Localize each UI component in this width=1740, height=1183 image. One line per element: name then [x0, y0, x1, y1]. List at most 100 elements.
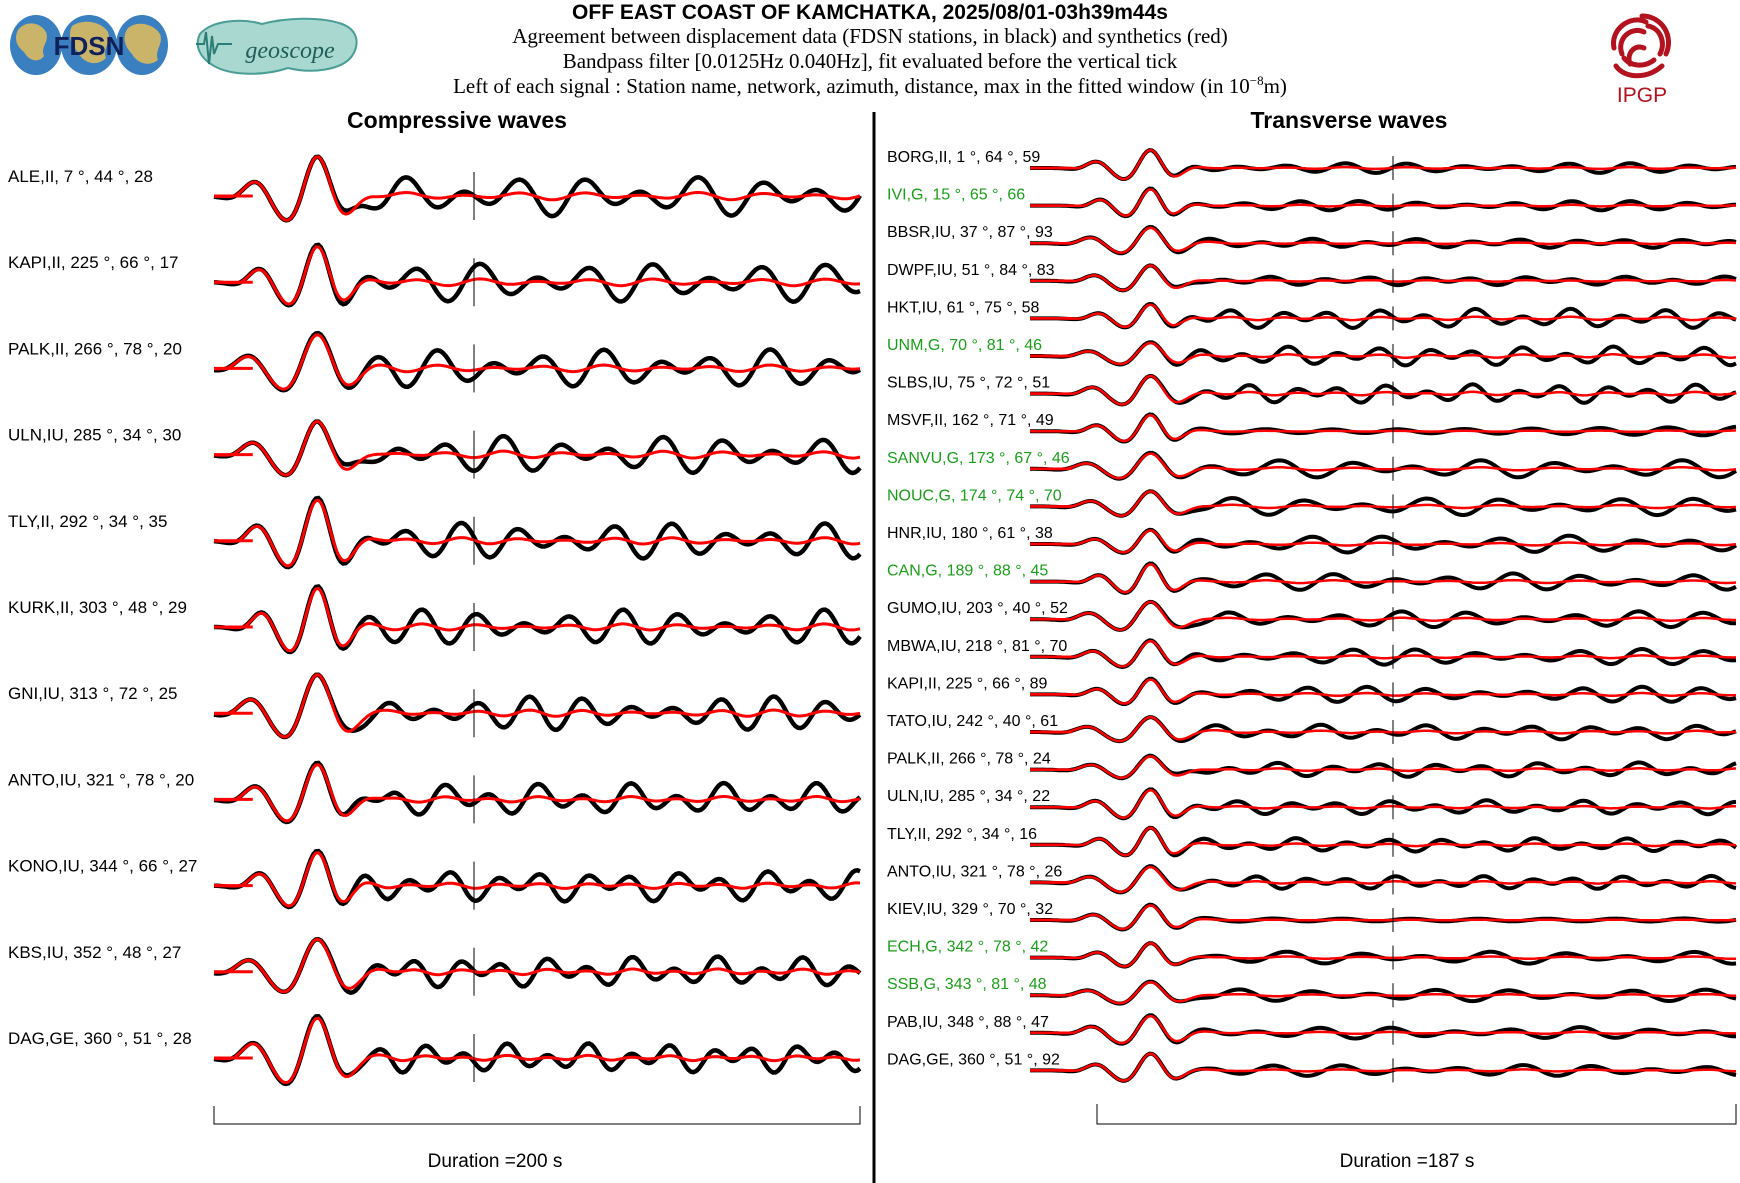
data-trace	[1030, 941, 1737, 969]
synthetic-trace	[213, 498, 861, 568]
synthetic-trace	[214, 333, 861, 391]
subtitle-agreement: Agreement between displacement data (FDS…	[512, 24, 1228, 48]
synthetic-trace	[1030, 490, 1737, 517]
station-label: MSVF,II, 162 °, 71 °, 49	[887, 412, 1054, 429]
fdsn-logo-text: FDSN	[54, 31, 125, 61]
data-trace	[1030, 561, 1737, 595]
synthetic-trace	[1030, 452, 1737, 480]
synthetic-trace	[213, 1016, 861, 1085]
synthetic-trace	[1030, 755, 1737, 780]
station-label: HKT,IU, 61 °, 75 °, 58	[887, 299, 1040, 316]
station-label: KAPI,II, 225 °, 66 °, 89	[887, 675, 1048, 692]
synthetic-trace	[1030, 148, 1736, 181]
synthetic-trace	[1030, 226, 1737, 254]
synthetic-trace	[1030, 414, 1737, 443]
synthetic-trace	[213, 245, 861, 306]
transverse-title: Transverse waves	[1251, 107, 1448, 133]
station-label: TATO,IU, 242 °, 40 °, 61	[887, 713, 1058, 730]
synthetic-trace	[1030, 1052, 1737, 1082]
synthetic-trace	[1030, 303, 1737, 329]
transverse-duration-bracket	[1096, 1104, 1737, 1125]
compressive-title: Compressive waves	[347, 107, 567, 133]
transverse-traces: BORG,II, 1 °, 64 °, 59 IVI,G, 15 °, 65 °,…	[887, 148, 1738, 1083]
synthetic-trace	[1030, 529, 1737, 554]
station-label: KBS,IU, 352 °, 48 °, 27	[8, 943, 181, 962]
station-label: DAG,GE, 360 °, 51 °, 92	[887, 1051, 1060, 1068]
compressive-duration-label: Duration =200 s	[428, 1151, 563, 1172]
station-label: DAG,GE, 360 °, 51 °, 28	[8, 1029, 192, 1048]
station-label: NOUC,G, 174 °, 74 °, 70	[887, 487, 1062, 504]
transverse-duration-label: Duration =187 s	[1340, 1151, 1475, 1172]
compressive-duration-bracket	[213, 1106, 861, 1125]
synthetic-trace	[1030, 563, 1737, 594]
station-label: KONO,IU, 344 °, 66 °, 27	[8, 857, 197, 876]
station-label: KAPI,II, 225 °, 66 °, 17	[8, 253, 178, 272]
synthetic-trace	[1030, 941, 1736, 968]
synthetic-trace	[1030, 981, 1737, 1005]
synthetic-trace	[1030, 826, 1737, 857]
subtitle-bandpass: Bandpass filter [0.0125Hz 0.040Hz], fit …	[562, 49, 1178, 73]
synthetic-trace	[1030, 600, 1736, 632]
station-label: PALK,II, 266 °, 78 °, 24	[887, 751, 1051, 768]
station-label: ALE,II, 7 °, 44 °, 28	[8, 167, 153, 186]
subtitle-legend-text: Left of each signal : Station name, netw…	[453, 74, 1250, 98]
station-label: UNM,G, 70 °, 81 °, 46	[887, 337, 1042, 354]
station-label: KIEV,IU, 329 °, 70 °, 32	[887, 901, 1053, 918]
data-trace	[1030, 676, 1737, 707]
station-label: IVI,G, 15 °, 65 °, 66	[887, 187, 1025, 204]
synthetic-trace	[213, 419, 861, 477]
synthetic-trace	[1030, 865, 1737, 894]
station-label: PALK,II, 266 °, 78 °, 20	[8, 339, 182, 358]
subtitle-legend-exponent: −8	[1249, 73, 1264, 88]
compressive-panel: Compressive waves ALE,II, 7 °, 44 °, 28 K…	[8, 107, 862, 1172]
data-trace	[1030, 263, 1737, 293]
station-label: BBSR,IU, 37 °, 87 °, 93	[887, 224, 1053, 241]
station-label: ECH,G, 342 °, 78 °, 42	[887, 939, 1048, 956]
station-label: KURK,II, 303 °, 48 °, 29	[8, 598, 187, 617]
station-label: CAN,G, 189 °, 88 °, 45	[887, 563, 1048, 580]
station-label: ANTO,IU, 321 °, 78 °, 20	[8, 770, 194, 789]
station-label: PAB,IU, 348 °, 88 °, 47	[887, 1014, 1049, 1031]
station-label: BORG,II, 1 °, 64 °, 59	[887, 149, 1040, 166]
synthetic-trace	[214, 763, 861, 823]
synthetic-trace	[1030, 341, 1737, 366]
station-label: ANTO,IU, 321 °, 78 °, 26	[887, 863, 1062, 880]
geoscope-logo: geoscope	[196, 17, 358, 75]
station-label: SANVU,G, 173 °, 67 °, 46	[887, 450, 1070, 467]
chart-title: OFF EAST COAST OF KAMCHATKA, 2025/08/01-…	[572, 1, 1168, 24]
station-label: GNI,IU, 313 °, 72 °, 25	[8, 684, 178, 703]
compressive-traces: ALE,II, 7 °, 44 °, 28 KAPI,II, 225 °, 66 …	[8, 154, 862, 1087]
station-label: TLY,II, 292 °, 34 °, 16	[887, 826, 1037, 843]
synthetic-trace	[1030, 1014, 1736, 1045]
ipgp-logo-text: IPGP	[1617, 84, 1667, 107]
data-trace	[1030, 638, 1737, 670]
synthetic-trace	[1030, 904, 1737, 931]
station-label: ULN,IU, 285 °, 34 °, 22	[887, 788, 1050, 805]
data-trace	[1030, 412, 1737, 444]
synthetic-trace	[214, 586, 861, 653]
station-label: HNR,IU, 180 °, 61 °, 38	[887, 525, 1053, 542]
synthetic-trace	[1030, 264, 1737, 292]
synthetic-trace	[214, 937, 861, 994]
station-label: ULN,IU, 285 °, 34 °, 30	[8, 426, 181, 445]
synthetic-trace	[1030, 188, 1737, 217]
synthetic-trace	[213, 155, 861, 222]
station-label: DWPF,IU, 51 °, 84 °, 83	[887, 262, 1055, 279]
synthetic-trace	[1030, 716, 1737, 743]
synthetic-trace	[1030, 678, 1737, 705]
data-trace	[1030, 527, 1738, 555]
fdsn-logo: FDSN	[10, 15, 168, 75]
data-trace	[1030, 787, 1737, 821]
data-trace	[1030, 186, 1737, 219]
synthetic-trace	[213, 673, 861, 739]
data-trace	[1030, 148, 1737, 181]
data-trace	[1030, 1051, 1737, 1083]
synthetic-trace	[1030, 789, 1737, 819]
station-label: MBWA,IU, 218 °, 81 °, 70	[887, 638, 1067, 655]
data-trace	[1030, 902, 1737, 932]
station-label: GUMO,IU, 203 °, 40 °, 52	[887, 600, 1068, 617]
geoscope-logo-text: geoscope	[245, 38, 335, 64]
station-label: TLY,II, 292 °, 34 °, 35	[8, 512, 167, 531]
synthetic-trace	[214, 851, 861, 908]
